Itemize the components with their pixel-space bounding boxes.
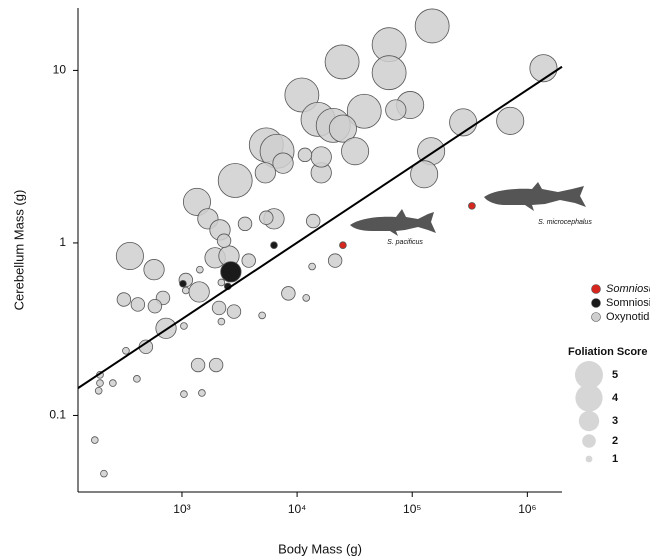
bubble [529,54,558,83]
x-tick-label: 10³ [173,502,190,516]
bubble [297,147,313,163]
legend-label: Somniosus [606,283,650,295]
bubble [211,300,227,316]
bubble [130,297,146,312]
annotation: S. microcephalus [538,219,592,226]
bubble [237,216,253,232]
x-tick-label: 10⁶ [518,502,536,516]
bubble [196,265,204,274]
bubble [346,93,382,129]
bubble [182,286,190,295]
bubble [208,357,224,373]
bubble [310,146,332,168]
bubble [100,469,108,478]
bubble [217,278,226,287]
size-legend-marker [585,455,593,463]
shark-microcephalus [484,182,586,211]
bubble [258,311,266,320]
size-legend-marker [582,434,596,448]
bubble [91,436,99,444]
bubble [188,281,210,303]
bubble [180,390,188,398]
legend-label: Oxynotidae [606,311,650,323]
size-legend-marker [578,410,600,432]
annotation: S. pacificus [387,239,423,246]
x-tick-label: 10⁴ [288,502,307,516]
x-tick-label: 10⁵ [403,502,421,516]
bubble [496,106,525,135]
bubble [259,210,274,225]
size-legend-title: Foliation Score [568,346,647,358]
bubble [284,77,320,113]
bubble [327,253,343,268]
bubble [324,44,360,80]
legend-label: Somniosidae [606,297,650,309]
bubble [217,163,253,198]
size-legend-marker [575,384,603,412]
bubble [270,241,278,250]
bubble [341,137,370,166]
size-legend-label: 1 [612,453,618,465]
x-axis-label: Body Mass (g) [278,541,362,556]
bubble [109,379,117,387]
bubble [305,213,321,229]
bubble [198,389,206,397]
bubble [122,346,130,355]
size-legend-marker [575,361,603,389]
bubble [410,160,439,189]
bubble [226,304,242,319]
shark-pacificus [350,209,436,236]
bubble [281,286,296,301]
bubble [216,233,232,248]
bubble [468,202,476,210]
legend-marker [591,312,601,322]
bubble [116,292,132,307]
bubble [241,253,256,268]
bubble [94,386,103,395]
bubble [143,259,165,281]
size-legend-label: 3 [612,415,618,427]
bubble [190,357,206,373]
bubble [371,55,407,91]
bubble [302,294,311,302]
bubble [179,279,187,288]
bubble [115,241,144,270]
size-legend-label: 5 [612,369,618,381]
bubble [220,261,242,283]
bubble [308,262,316,271]
size-legend-label: 2 [612,435,618,447]
bubble [254,162,276,184]
y-tick-label: 0.1 [49,408,66,422]
legend-marker [591,298,601,308]
y-tick-label: 1 [59,235,66,249]
sharks [350,182,586,236]
bubble [182,187,211,216]
bubble [414,8,450,44]
bubble [180,322,188,330]
y-axis-label: Cerebellum Mass (g) [11,190,26,311]
fit-line [77,65,563,389]
bubble [272,152,294,174]
bubble [339,241,347,250]
size-legend-label: 4 [612,392,619,404]
bubble [133,375,141,383]
legend-marker [591,284,601,294]
bubble [328,114,357,143]
bubble [217,317,226,326]
bubble [147,298,163,314]
bubble [96,379,104,387]
bubble [385,99,407,121]
y-tick-label: 10 [53,63,67,77]
